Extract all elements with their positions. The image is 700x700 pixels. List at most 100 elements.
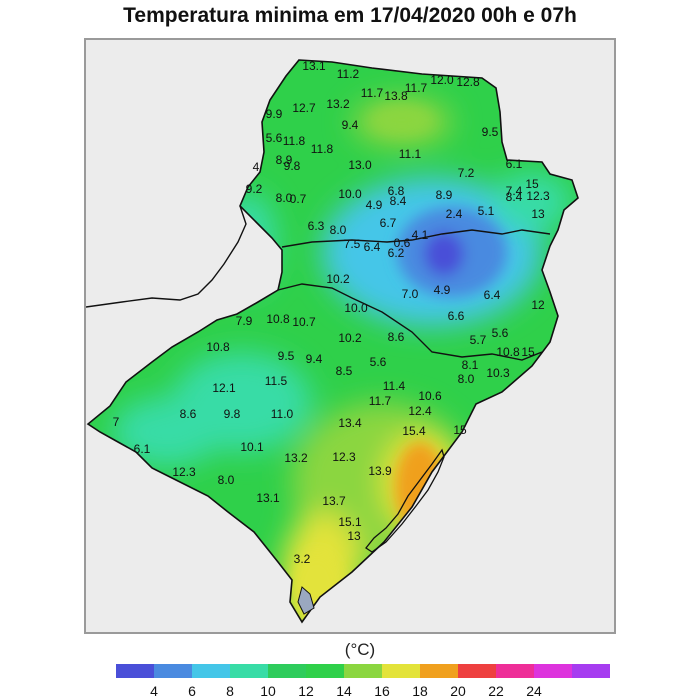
temperature-label: 10.0 (338, 187, 362, 201)
temperature-label: 11.2 (337, 67, 360, 81)
map-frame: 13.1 11.2 12.0 12.8 11.7 13.8 11.7 9.9 12.7 13.2 9… (84, 38, 616, 634)
region-border (86, 59, 579, 624)
temperature-label: 5.6 (492, 326, 509, 340)
temperature-label: 12.8 (456, 75, 480, 89)
temperature-label: 12.3 (526, 189, 550, 203)
colorbar-swatch (572, 664, 610, 678)
temperature-label: 0.7 (290, 192, 307, 206)
temperature-label: 9.8 (224, 407, 241, 421)
temperature-label: 10.8 (496, 345, 520, 359)
colorbar-tick-label: 22 (488, 683, 504, 698)
temperature-label: 13 (531, 207, 545, 221)
temperature-label: 13.2 (284, 451, 308, 465)
temperature-label: 12.4 (408, 404, 432, 418)
colorbar-swatch (382, 664, 420, 678)
temperature-label: 6.4 (364, 240, 381, 254)
temperature-label: 15.4 (402, 424, 426, 438)
temperature-label: 13.0 (348, 158, 372, 172)
west-border (86, 205, 247, 308)
temperature-label: 8.4 (506, 190, 523, 204)
temperature-label: 9.4 (342, 118, 359, 132)
colorbar-unit-label: (°C) (344, 640, 376, 659)
temperature-label: 10.2 (326, 272, 350, 286)
temperature-label: 7.9 (236, 314, 253, 328)
colorbar-tick-label: 14 (336, 683, 352, 698)
temperature-label: 8.9 (276, 153, 293, 167)
temperature-label: 13.7 (322, 494, 346, 508)
temperature-label: 13.9 (368, 464, 392, 478)
temperature-label: 8.5 (336, 364, 353, 378)
temperature-label: 6.7 (380, 216, 397, 230)
temperature-label: 12.3 (332, 450, 356, 464)
temperature-label: 7.2 (458, 166, 475, 180)
temperature-label: 15 (521, 345, 535, 359)
colorbar-tick-label: 10 (260, 683, 276, 698)
lagoon-outline (365, 448, 445, 553)
temperature-label: 11.7 (361, 86, 384, 100)
temperature-label: 12 (531, 298, 545, 312)
colorbar-swatch (154, 664, 192, 678)
temperature-label: 6.3 (308, 219, 325, 233)
temperature-label: 8.9 (436, 188, 453, 202)
temperature-map: 13.111.2 12.0 12.811.7 13.811.79.9 12.7 13.29… (86, 40, 614, 632)
temperature-label: 15 (525, 177, 539, 191)
temperature-label: 15.1 (338, 515, 362, 529)
temperature-label: 9.5 (278, 349, 295, 363)
temperature-label: 3.2 (294, 552, 311, 566)
colorbar-tick-label: 20 (450, 683, 466, 698)
temperature-label: 7.0 (402, 287, 419, 301)
temperature-label: 8.1 (462, 358, 479, 372)
temperature-label: 9.4 (306, 352, 323, 366)
colorbar-swatch (116, 664, 154, 678)
temperature-label: 12.3 (172, 465, 196, 479)
temperature-label: 9.5 (482, 125, 499, 139)
temperature-label: 11.8 (283, 134, 306, 148)
temperature-label: 10.3 (486, 366, 510, 380)
colorbar-swatch (534, 664, 572, 678)
temperature-label: 11.7 (405, 81, 428, 95)
temperature-label: 10.1 (240, 440, 264, 454)
temperature-label: 7.4 (506, 184, 523, 198)
colorbar-tick-label: 4 (150, 683, 158, 698)
temperature-label: 8.4 (390, 194, 407, 208)
temperature-label: 6.6 (448, 309, 465, 323)
temperature-label: 12.0 (430, 73, 454, 87)
temperature-label: 10.2 (338, 331, 362, 345)
temperature-label: 4.9 (366, 198, 383, 212)
colorbar-tick-label: 6 (188, 683, 196, 698)
temperature-label: 5.7 (470, 333, 487, 347)
colorbar-tick-label: 18 (412, 683, 428, 698)
temperature-label: 8.6 (180, 407, 197, 421)
colorbar-swatch (344, 664, 382, 678)
temperature-label: 9.2 (246, 182, 263, 196)
temperature-label: 8.0 (276, 191, 293, 205)
temperature-labels: 13.111.2 12.0 12.811.7 13.811.79.9 12.7 13.29… (113, 59, 550, 566)
colorbar-tick-label: 8 (226, 683, 234, 698)
temperature-label: 10.0 (344, 301, 368, 315)
temperature-label: 11.8 (311, 142, 334, 156)
colorbar-tick-label: 16 (374, 683, 390, 698)
temperature-label: 13.4 (338, 416, 362, 430)
colorbar-swatch (458, 664, 496, 678)
temperature-label: 6.8 (388, 184, 405, 198)
temperature-label: 6.1 (506, 157, 523, 171)
temperature-label: 4.1 (412, 228, 429, 242)
state-border-sc-rs (277, 283, 543, 361)
colorbar: 4 6 8 10 12 14 16 18 20 22 24 (116, 664, 610, 698)
lagoon-south (297, 586, 315, 615)
colorbar-swatch (306, 664, 344, 678)
temperature-label: 11.4 (383, 379, 406, 393)
temperature-label: 12.7 (292, 101, 316, 115)
colorbar-swatch (192, 664, 230, 678)
temperature-label: 10.8 (206, 340, 230, 354)
page-title: Temperatura minima em 17/04/2020 00h e 0… (123, 4, 577, 27)
colorbar-tick-label: 24 (526, 683, 542, 698)
temperature-label: 10.6 (418, 389, 442, 403)
temperature-label: 7 (113, 415, 120, 429)
temperature-label: 6.2 (388, 246, 405, 260)
colorbar-swatch (496, 664, 534, 678)
temperature-label: 10.7 (292, 315, 316, 329)
temperature-label: 11.0 (271, 407, 294, 421)
temperature-label: 7.5 (344, 237, 361, 251)
colorbar-tick-label: 12 (298, 683, 314, 698)
